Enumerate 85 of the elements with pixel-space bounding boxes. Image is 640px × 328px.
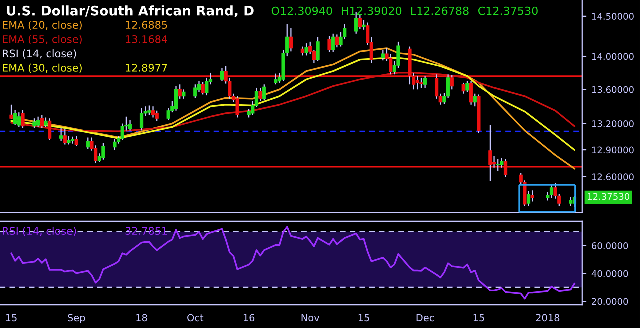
candlestick xyxy=(201,82,205,96)
candlestick xyxy=(140,108,144,132)
x-tick-label: Oct xyxy=(188,314,204,322)
candlestick xyxy=(10,104,14,120)
candlestick xyxy=(304,42,308,56)
candlestick xyxy=(316,36,320,62)
candlestick xyxy=(17,112,21,128)
candlestick xyxy=(496,158,500,172)
x-tick-label: 15 xyxy=(6,314,17,322)
candlestick xyxy=(155,110,159,122)
annotation: 12.8977 xyxy=(126,64,168,72)
candlestick xyxy=(59,128,64,142)
candlestick xyxy=(40,114,44,129)
x-tick-label: 15 xyxy=(474,314,484,322)
candlestick xyxy=(36,116,40,128)
candlestick xyxy=(194,84,198,99)
candlestick xyxy=(113,138,117,151)
x-tick-label: Nov xyxy=(302,314,320,322)
candlestick xyxy=(128,120,132,132)
candlestick xyxy=(151,106,156,118)
y-tick-label: 12.60000 xyxy=(592,174,634,180)
candlestick xyxy=(48,118,52,141)
x-tick-label: Dec xyxy=(416,314,434,322)
annotation: C12.37530 xyxy=(478,6,538,16)
annotation: H12.39020 xyxy=(342,6,402,16)
y-tick-label: 40.0000 xyxy=(592,270,628,278)
candlestick xyxy=(236,96,240,118)
candlestick xyxy=(381,49,385,62)
candlestick xyxy=(550,184,554,199)
annotation: 12.6885 xyxy=(126,21,168,30)
annotation: RSI (14, close) xyxy=(3,50,76,59)
candlestick xyxy=(526,190,531,207)
candlestick xyxy=(21,109,25,129)
y-tick-label: 14.50000 xyxy=(592,13,634,20)
y-tick-label: 13.60000 xyxy=(592,86,634,94)
line-series xyxy=(10,72,576,132)
annotation: L12.26788 xyxy=(411,6,469,16)
candlestick xyxy=(462,82,466,94)
candlestick xyxy=(274,73,278,86)
text: EMA (55, close) xyxy=(3,35,82,45)
candlestick xyxy=(148,105,152,116)
annotation: O12.30940 xyxy=(272,6,332,16)
x-tick-label: 16 xyxy=(244,314,255,322)
candlestick xyxy=(74,135,78,148)
candlestick xyxy=(182,89,186,100)
y-tick-label: 13.20000 xyxy=(592,120,634,128)
annotation: 13.1684 xyxy=(126,35,168,44)
candlestick xyxy=(14,109,18,126)
y-tick-label: 12.90000 xyxy=(592,146,634,154)
candlestick xyxy=(328,36,332,54)
text: EMA (20, close) xyxy=(3,20,82,30)
candlestick xyxy=(358,14,362,30)
candlestick xyxy=(500,157,504,168)
x-tick-label: 15 xyxy=(358,314,370,322)
candlestick xyxy=(332,33,336,54)
y-tick-label: 60.0000 xyxy=(592,242,628,250)
text: EMA (30, close) xyxy=(3,64,82,74)
candlestick xyxy=(473,93,477,108)
candlestick xyxy=(174,86,178,112)
candlestick xyxy=(205,77,209,96)
candlestick xyxy=(530,190,534,202)
candlestick xyxy=(258,87,262,102)
candlestick xyxy=(466,80,470,93)
y-tick-label: 20.0000 xyxy=(592,298,628,306)
candlestick xyxy=(220,67,224,82)
candlestick xyxy=(569,196,573,207)
candlestick xyxy=(289,28,294,52)
chart-title: U.S. Dollar/South African Rand, D xyxy=(7,6,254,18)
candlestick xyxy=(423,76,428,89)
x-tick-label: 2018 xyxy=(536,314,560,322)
candlestick xyxy=(102,142,106,160)
x-tick-label: 18 xyxy=(136,314,148,322)
candlestick xyxy=(335,34,339,48)
candlestick xyxy=(63,128,67,146)
candlestick xyxy=(32,118,36,129)
candlestick xyxy=(178,84,182,100)
candlestick xyxy=(262,84,266,102)
candlestick xyxy=(44,117,48,128)
annotation: 32.7851 xyxy=(126,227,168,236)
y-tick-label: 14.00000 xyxy=(592,53,634,60)
candlestick xyxy=(86,137,90,150)
x-tick-label: Sep xyxy=(68,314,86,324)
text: 12.37530 xyxy=(588,193,630,200)
series-label: RSI (14, close) xyxy=(3,226,76,236)
candlestick xyxy=(469,80,474,106)
